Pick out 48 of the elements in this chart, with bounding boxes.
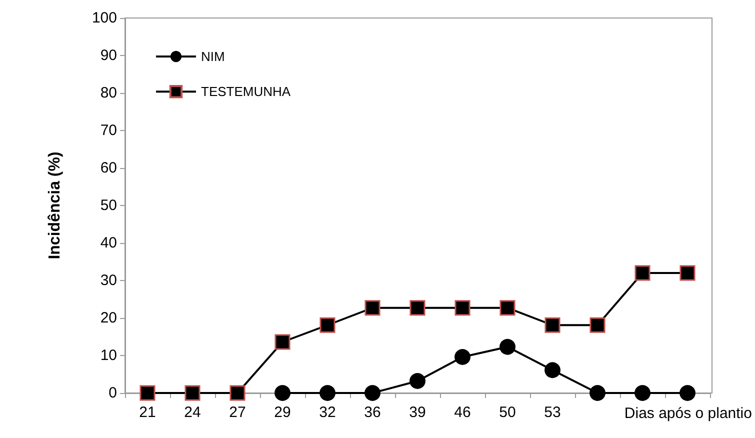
point: [274, 385, 290, 401]
point: [184, 385, 200, 401]
y-axis-title: Incidência (%): [46, 152, 64, 260]
y-tick-label: 50: [100, 197, 117, 214]
y-tick-label: 90: [100, 47, 117, 64]
y-tick-label: 40: [100, 234, 117, 252]
x-tick-label: 32: [319, 404, 336, 421]
x-tick-label: 39: [409, 404, 426, 421]
y-tick-label: 20: [100, 310, 117, 326]
legend-label: TESTEMUNHA: [201, 84, 291, 100]
x-tick-label: 27: [229, 404, 246, 421]
point: [410, 373, 426, 389]
point: [274, 334, 290, 350]
point: [544, 317, 560, 333]
y-tick-label: 100: [92, 10, 117, 26]
x-tick-label: 36: [364, 404, 381, 421]
point: [590, 317, 606, 333]
y-tick-label: 10: [100, 347, 117, 364]
point: [410, 300, 426, 316]
point: [500, 300, 516, 316]
point: [230, 385, 246, 401]
point: [140, 385, 156, 401]
point: [320, 317, 336, 333]
x-tick-label: 53: [544, 404, 561, 421]
y-tick-label: 70: [100, 122, 117, 139]
y-tick-label: 30: [100, 272, 117, 289]
point: [454, 349, 470, 365]
point: [320, 385, 336, 401]
point: [680, 265, 696, 281]
y-tick-label: 80: [100, 84, 117, 102]
x-tick-label: 21: [139, 404, 156, 421]
point: [364, 300, 380, 316]
point: [634, 385, 650, 401]
y-tick-label: 0: [108, 384, 117, 402]
point: [454, 300, 470, 316]
point: [680, 385, 696, 401]
point: [500, 338, 516, 355]
x-tick-label: 24: [184, 404, 201, 421]
x-axis-title: Dias após o plantio: [624, 405, 752, 422]
x-tick-label: 46: [454, 404, 471, 421]
x-tick-label: 50: [499, 404, 516, 421]
legend-label: NIM: [201, 49, 225, 64]
point: [634, 265, 650, 281]
point: [544, 362, 560, 378]
y-tick-label: 60: [100, 160, 117, 176]
x-tick-label: 29: [274, 404, 291, 421]
point: [590, 385, 606, 401]
point: [364, 385, 380, 401]
